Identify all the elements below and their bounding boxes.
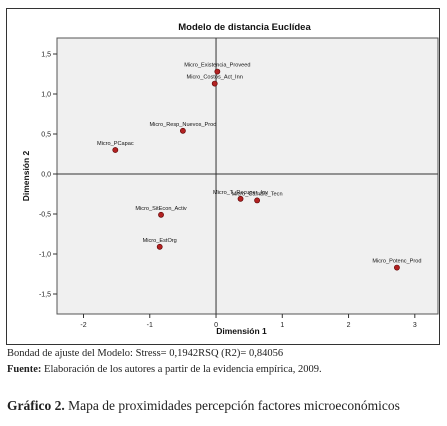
source-label: Fuente: (7, 364, 42, 375)
chart-frame: Modelo de distancia Euclídea -2 -1 0 1 2 3 -1,5… (6, 8, 440, 345)
data-point (158, 211, 164, 218)
data-point (254, 197, 261, 204)
data-point (179, 127, 186, 134)
chart-title: Modelo de distancia Euclídea (178, 22, 311, 33)
point-label: Micro_Existencia_Proveed (184, 63, 250, 69)
y-tick-label: 0,5 (41, 132, 51, 139)
point-label: Micro_T_Recuper_Inv (213, 190, 268, 196)
x-tick-label: 0 (214, 322, 218, 329)
y-tick-label: 1,0 (41, 92, 51, 99)
data-point (112, 147, 119, 153)
point-label: Micro_EstOrg (143, 238, 177, 244)
y-tick-label: -0,5 (39, 212, 51, 219)
y-axis-label: Dimensión 2 (21, 150, 31, 201)
data-point (156, 243, 163, 250)
x-tick-label: 2 (347, 322, 351, 329)
x-tick-label: 3 (413, 322, 417, 329)
point-label: Micro_PCapac (97, 141, 134, 147)
figure-label: Gráfico 2. (7, 398, 65, 413)
point-label: Micro_Costos_Act_Inn (187, 75, 243, 81)
y-tick-label: -1,0 (39, 252, 51, 259)
y-tick-label: -1,5 (39, 292, 51, 299)
point-label: Micro_Potenc_Prod (372, 259, 421, 265)
data-point (394, 264, 400, 271)
plot-area (56, 37, 439, 315)
point-label: Micro_SitEcon_Activ (135, 206, 186, 212)
x-tick-label: -2 (80, 322, 86, 329)
data-point (214, 68, 221, 75)
scatter-chart: Modelo de distancia Euclídea -2 -1 0 1 2 3 -1,5… (21, 22, 439, 336)
x-axis-label: Dimensión 1 (216, 326, 267, 336)
y-tick-label: 1,5 (41, 52, 51, 59)
figure-caption: Gráfico 2. Mapa de proximidades percepci… (7, 398, 400, 414)
point-label: Micro_Cambio_Tecn (232, 191, 283, 197)
x-tick-label: 1 (280, 322, 284, 329)
data-point (211, 80, 218, 87)
fit-caption: Bondad de ajuste del Modelo: Stress= 0,1… (7, 348, 284, 359)
source-text: Elaboración de los autores a partir de l… (41, 364, 322, 375)
point-label: Micro_Resp_Nuevos_Prod (149, 122, 216, 128)
x-tick-label: -1 (147, 322, 153, 329)
figure-text: Mapa de proximidades percepción factores… (64, 398, 400, 413)
source-caption: Fuente: Elaboración de los autores a par… (7, 364, 322, 375)
data-point (237, 195, 244, 202)
y-tick-label: 0,0 (41, 172, 51, 179)
